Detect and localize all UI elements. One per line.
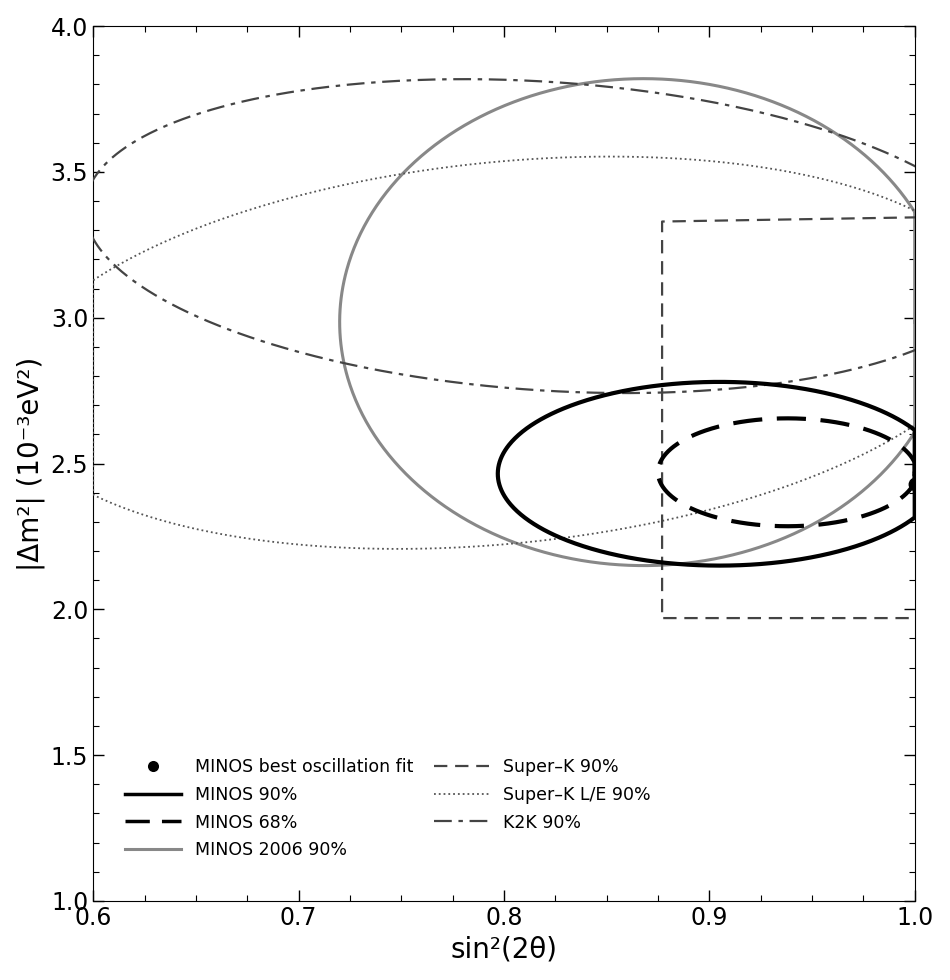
X-axis label: sin²(2θ): sin²(2θ) [450,935,558,963]
Y-axis label: |Δm²| (10⁻³eV²): |Δm²| (10⁻³eV²) [17,357,46,570]
Legend: MINOS best oscillation fit, MINOS 90%, MINOS 68%, MINOS 2006 90%, Super–K 90%, S: MINOS best oscillation fit, MINOS 90%, M… [119,752,658,866]
